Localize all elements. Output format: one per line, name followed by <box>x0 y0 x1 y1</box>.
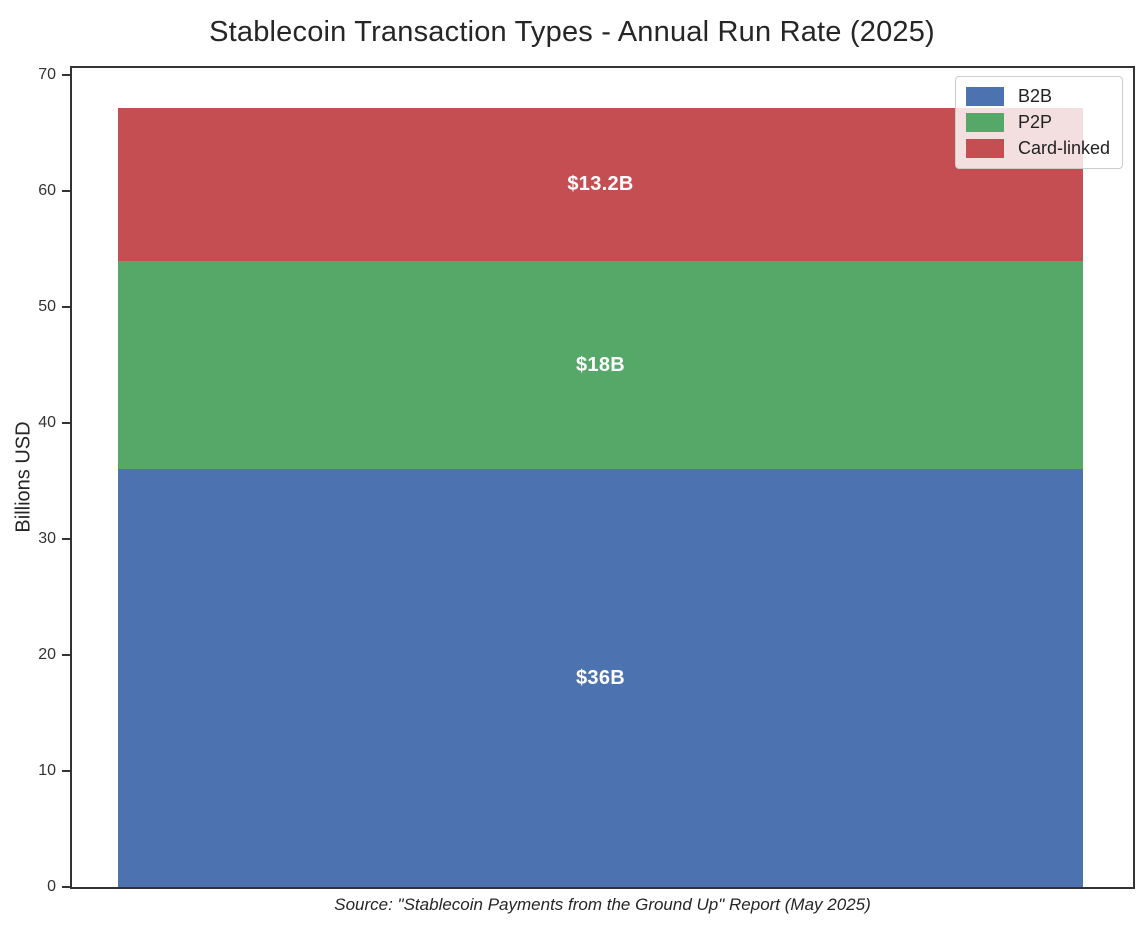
legend-label: P2P <box>1017 112 1052 132</box>
legend-label: B2B <box>1017 86 1052 106</box>
legend-label: Card-linked <box>1017 138 1110 158</box>
legend-swatch-icon <box>965 139 1004 158</box>
stacked-bar: $13.2B $18B $36B <box>118 107 1083 887</box>
source-caption: Source: "Stablecoin Payments from the Gr… <box>334 895 871 914</box>
y-tick-mark <box>62 306 70 308</box>
y-tick-mark <box>62 538 70 540</box>
bar-segment-value-label: $18B <box>575 353 625 376</box>
y-tick-label: 50 <box>38 298 56 315</box>
y-tick-label: 40 <box>38 414 56 431</box>
legend: B2B P2P Card-linked <box>954 76 1123 169</box>
chart-title: Stablecoin Transaction Types - Annual Ru… <box>209 16 935 48</box>
legend-item-b2b: B2B <box>965 86 1110 107</box>
y-tick-label: 10 <box>38 762 56 779</box>
legend-swatch-icon <box>965 87 1004 106</box>
legend-item-card-linked: Card-linked <box>965 138 1110 159</box>
y-tick-label: 0 <box>47 878 56 895</box>
legend-swatch-icon <box>965 113 1004 132</box>
bar-segment-value-label: $13.2B <box>567 172 634 195</box>
bar-segment-card-linked: $13.2B <box>118 107 1083 261</box>
y-tick-mark <box>62 886 70 888</box>
y-tick-label: 20 <box>38 646 56 663</box>
y-tick-mark <box>62 190 70 192</box>
bar-segment-value-label: $36B <box>575 666 625 689</box>
y-tick-mark <box>62 422 70 424</box>
plot-area: $13.2B $18B $36B B2B P2P Card-linked <box>70 66 1135 889</box>
legend-item-p2p: P2P <box>965 112 1110 133</box>
y-tick-mark <box>62 74 70 76</box>
y-tick-label: 60 <box>38 182 56 199</box>
y-tick-mark <box>62 654 70 656</box>
y-tick-label: 30 <box>38 530 56 547</box>
y-tick-mark <box>62 770 70 772</box>
y-axis: 0 10 20 30 40 50 60 70 <box>0 66 70 895</box>
y-tick-label: 70 <box>38 66 56 83</box>
bar-segment-p2p: $18B <box>118 260 1083 470</box>
bar-segment-b2b: $36B <box>118 469 1083 887</box>
